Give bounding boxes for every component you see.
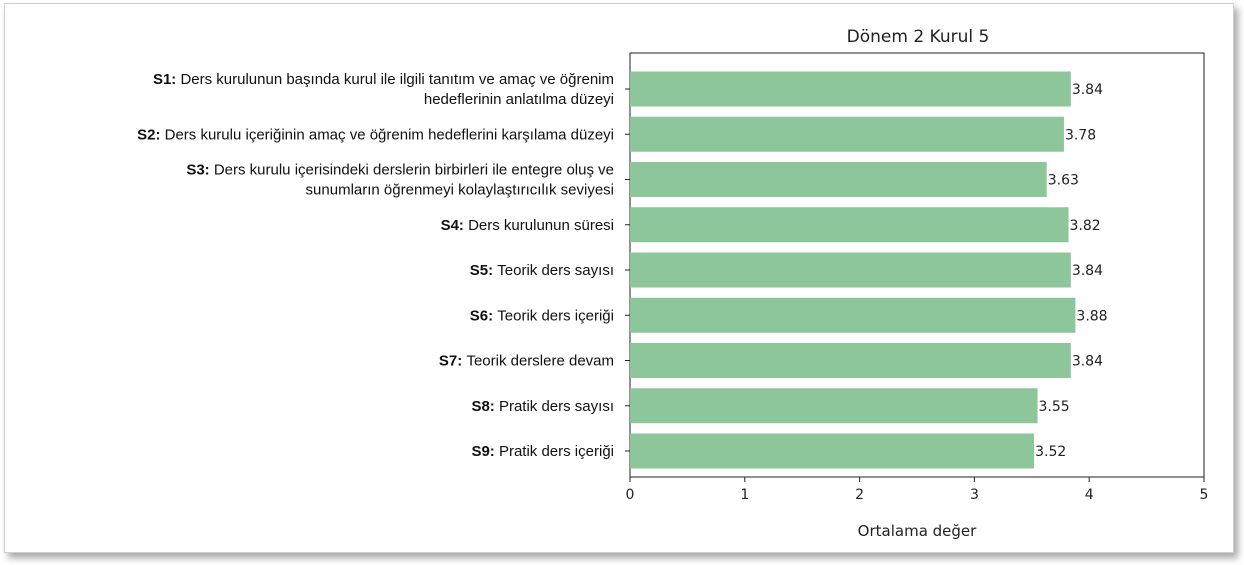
bar-value-label: 3.84: [1072, 263, 1103, 279]
bar-s9: [630, 433, 1035, 469]
bar-s6: [630, 297, 1076, 333]
bar-value-label: 3.82: [1070, 218, 1101, 234]
y-category-label: S3: Ders kurulu içerisindeki derslerin b…: [186, 162, 614, 179]
bar-s7: [630, 343, 1071, 378]
x-tick-label: 1: [740, 487, 749, 503]
y-category-label: S4: Ders kurulunun süresi: [441, 217, 614, 234]
bar-value-label: 3.52: [1035, 444, 1066, 460]
bar-s3: [630, 162, 1047, 197]
chart-title: Dönem 2 Kurul 5: [847, 27, 990, 47]
bar-s4: [630, 207, 1069, 243]
bar-s5: [630, 252, 1071, 288]
y-category-label: S7: Teorik derslere devam: [439, 353, 614, 370]
y-category-label: S2: Ders kurulu içeriğinin amaç ve öğren…: [137, 126, 614, 143]
y-category-label: S9: Pratik ders içeriği: [471, 443, 614, 460]
bar-s2: [630, 116, 1064, 152]
y-category-label: S5: Teorik ders sayısı: [470, 262, 614, 279]
bar-value-label: 3.55: [1039, 399, 1070, 415]
y-category-label: sunumların öğrenmeyi kolaylaştırıcılık s…: [306, 182, 614, 199]
x-tick-label: 4: [1085, 487, 1094, 503]
bar-s8: [630, 388, 1038, 424]
x-tick-label: 3: [970, 487, 979, 503]
x-tick-label: 5: [1200, 487, 1209, 503]
bar-value-label: 3.78: [1065, 127, 1096, 143]
x-axis-label: Ortalama değer: [858, 522, 977, 540]
y-category-label: S1: Ders kurulunun başında kurul ile ilg…: [153, 71, 614, 88]
bar-value-label: 3.84: [1072, 354, 1103, 370]
x-tick-label: 2: [855, 487, 864, 503]
bar-value-label: 3.88: [1076, 308, 1107, 324]
x-tick-label: 0: [626, 487, 635, 503]
y-category-label: hedeflerinin anlatılma düzeyi: [424, 91, 614, 108]
bar-s1: [630, 71, 1071, 107]
y-category-label: S8: Pratik ders sayısı: [471, 398, 614, 415]
bar-value-label: 3.84: [1072, 82, 1103, 98]
bar-value-label: 3.63: [1048, 173, 1079, 189]
y-category-label: S6: Teorik ders içeriği: [470, 307, 614, 324]
